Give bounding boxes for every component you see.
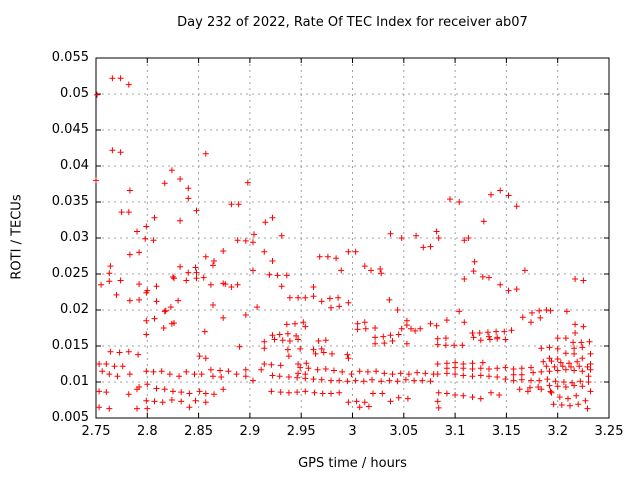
y-tick-label: 0.03	[60, 230, 89, 245]
y-tick-label: 0.04	[60, 158, 89, 173]
x-tick-label: 2.9	[239, 424, 261, 439]
data-points	[93, 75, 594, 412]
y-tick-label: 0.025	[51, 266, 89, 281]
x-tick-label: 2.8	[136, 424, 158, 439]
x-tick-label: 3.1	[444, 424, 466, 439]
y-tick-label: 0.035	[51, 194, 89, 209]
x-tick-label: 2.75	[81, 424, 111, 439]
plot-frame	[95, 57, 610, 419]
y-tick-label: 0.055	[51, 50, 89, 65]
y-tick-label: 0.005	[51, 410, 89, 425]
x-tick-label: 3.15	[491, 424, 521, 439]
y-tick-label: 0.01	[60, 374, 89, 389]
chart-title: Day 232 of 2022, Rate Of TEC Index for r…	[177, 15, 528, 30]
x-tick-label: 3	[348, 424, 357, 439]
y-tick-label: 0.05	[60, 86, 89, 101]
y-tick-label: 0.02	[60, 302, 89, 317]
x-tick-label: 2.95	[286, 424, 316, 439]
x-tick-label: 3.25	[594, 424, 624, 439]
gridlines	[96, 58, 609, 418]
x-tick-label: 3.05	[389, 424, 419, 439]
x-axis-title: GPS time / hours	[298, 456, 407, 471]
y-tick-label: 0.015	[51, 338, 89, 353]
x-tick-label: 3.2	[547, 424, 569, 439]
x-tick-label: 2.85	[184, 424, 214, 439]
y-tick-label: 0.045	[51, 122, 89, 137]
